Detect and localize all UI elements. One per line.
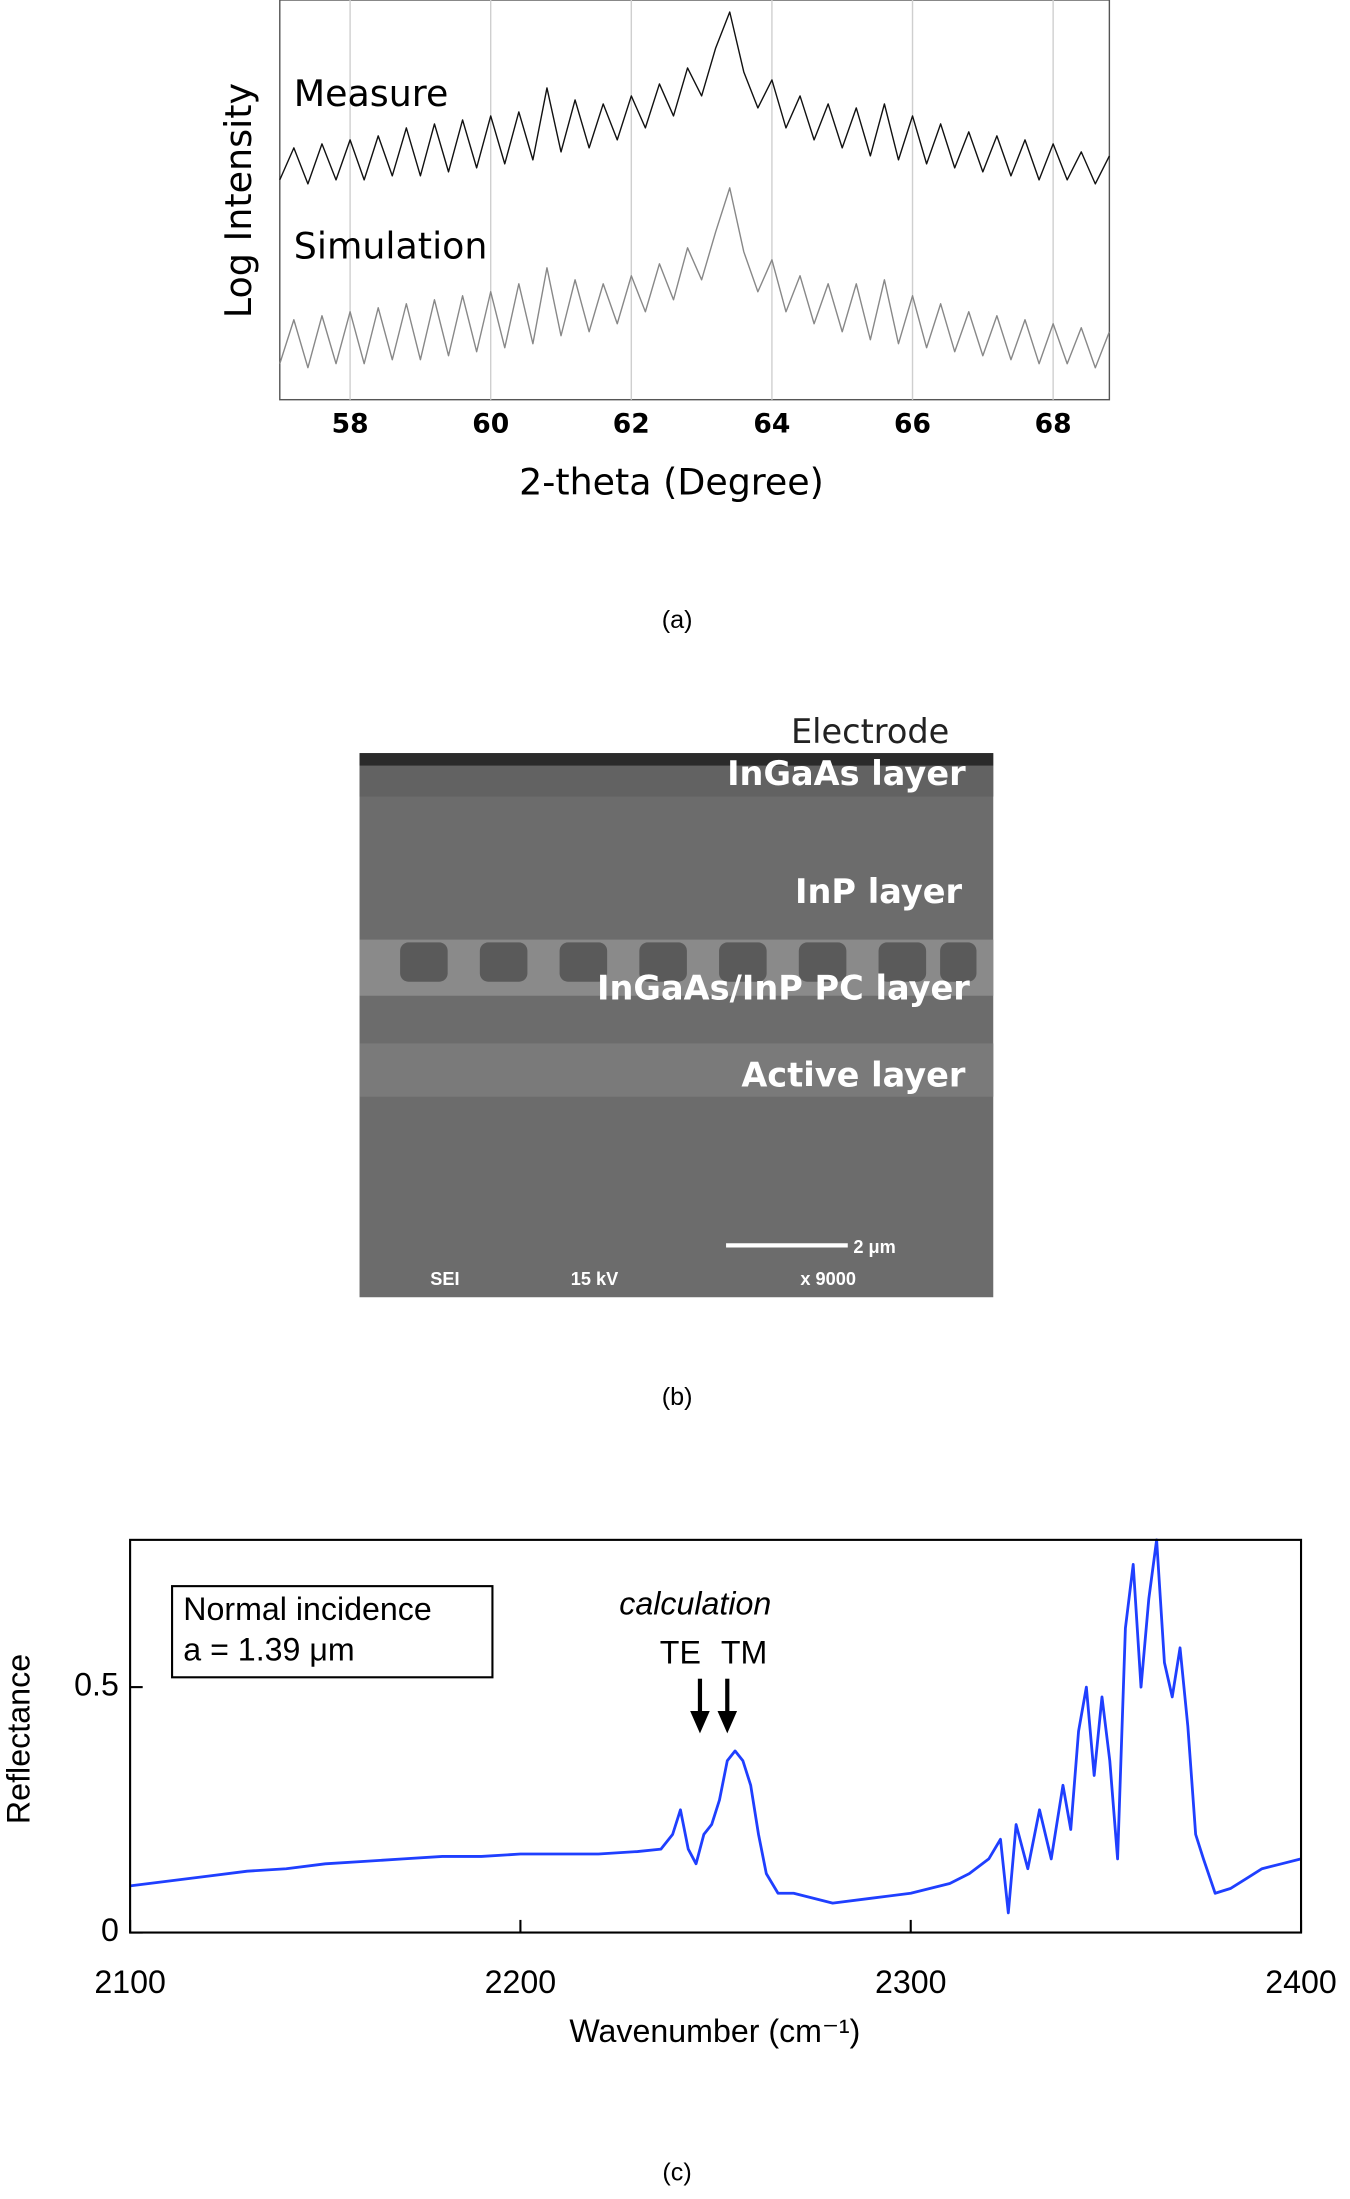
x-tick-label: 2300 bbox=[875, 1964, 947, 2000]
pc-hole bbox=[940, 942, 977, 982]
ingaas-band bbox=[359, 765, 994, 797]
pc-holes bbox=[400, 942, 977, 982]
x-tick-label: 60 bbox=[472, 408, 509, 439]
layer-label: InP layer bbox=[795, 872, 962, 911]
y-axis-title: Reflectance bbox=[1, 1654, 37, 1824]
pc-hole bbox=[719, 942, 767, 982]
sem-info: 15 kV bbox=[571, 1269, 618, 1289]
active-band bbox=[359, 1043, 994, 1097]
data-line bbox=[279, 11, 1111, 185]
pc-hole bbox=[878, 942, 927, 982]
data-line bbox=[279, 187, 1111, 369]
legend-text: a = 1.39 μm bbox=[183, 1632, 354, 1668]
x-axis-title: 2-theta (Degree) bbox=[519, 460, 824, 503]
scale-bar-label: 2 μm bbox=[853, 1237, 895, 1257]
layer-label: Active layer bbox=[741, 1056, 966, 1095]
caption: (c) bbox=[662, 2158, 691, 2186]
arrow-label: TM bbox=[721, 1634, 767, 1670]
arrow-label: TE bbox=[660, 1634, 701, 1670]
y-tick-label: 0.5 bbox=[74, 1667, 119, 1703]
plot-frame bbox=[129, 1538, 1303, 1934]
x-tick-label: 66 bbox=[894, 408, 931, 439]
sem-info: x 9000 bbox=[800, 1269, 856, 1289]
y-axis-title: Log Intensity bbox=[217, 83, 260, 318]
layer-label: InGaAs/InP PC layer bbox=[597, 969, 970, 1008]
sem-info: SEI bbox=[430, 1269, 459, 1289]
x-axis-title: Wavenumber (cm⁻¹) bbox=[569, 2013, 860, 2049]
series-label: Measure bbox=[294, 72, 449, 115]
x-tick-label: 62 bbox=[613, 408, 650, 439]
arrow-head bbox=[690, 1710, 710, 1734]
x-tick-label: 2100 bbox=[94, 1964, 166, 2000]
arrow bbox=[690, 1678, 710, 1734]
x-tick-label: 2200 bbox=[485, 1964, 557, 2000]
x-tick-label: 58 bbox=[332, 408, 369, 439]
arrow-head bbox=[717, 1710, 738, 1734]
data-line bbox=[129, 1538, 1302, 1915]
plot-frame bbox=[279, 0, 1111, 401]
pc-hole bbox=[798, 942, 847, 982]
legend-box bbox=[171, 1585, 494, 1679]
caption: (b) bbox=[662, 1383, 693, 1411]
chart-a: 58 60 62 64 66 68 bbox=[279, 0, 1111, 439]
pc-hole bbox=[400, 942, 448, 982]
electrode-band bbox=[359, 753, 994, 766]
annotation: calculation bbox=[619, 1585, 771, 1621]
caption: (a) bbox=[662, 606, 693, 634]
sem-image: Electrode InGaAs layer InP layer InGaAs/… bbox=[359, 712, 994, 1298]
pc-hole bbox=[639, 942, 687, 982]
x-tick-label: 64 bbox=[753, 408, 790, 439]
x-tick-label: 68 bbox=[1035, 408, 1072, 439]
x-tick-label: 2400 bbox=[1265, 1964, 1337, 2000]
layer-label: InGaAs layer bbox=[727, 754, 966, 793]
pc-hole bbox=[479, 942, 528, 982]
chart-c: 2100 2200 2300 2400 0 0.5 TE TM bbox=[74, 1538, 1337, 2000]
arrow bbox=[717, 1678, 738, 1734]
series-label: Simulation bbox=[294, 225, 488, 268]
layer-label: Electrode bbox=[791, 712, 949, 751]
sem-background bbox=[359, 753, 994, 1298]
legend-text: Normal incidence bbox=[183, 1591, 431, 1627]
y-tick-label: 0 bbox=[101, 1912, 119, 1948]
pc-hole bbox=[559, 942, 608, 982]
